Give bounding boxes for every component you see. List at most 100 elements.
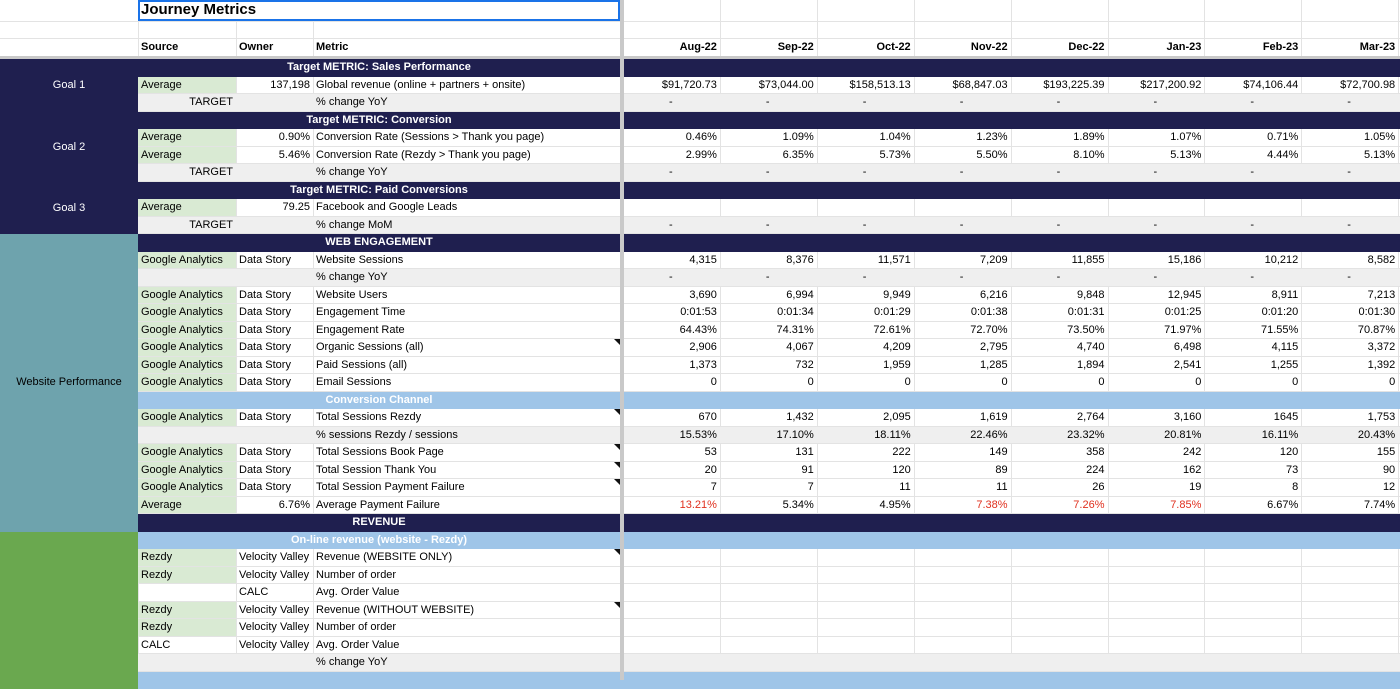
value-cell[interactable]: 7.74%	[1301, 497, 1398, 515]
value-cell[interactable]: 1645	[1204, 409, 1301, 427]
value-cell[interactable]	[623, 567, 720, 585]
source-cell[interactable]: Google Analytics	[138, 357, 236, 375]
value-cell[interactable]	[914, 567, 1011, 585]
value-cell[interactable]: 6.67%	[1204, 497, 1301, 515]
value-cell[interactable]: -	[1108, 94, 1205, 112]
value-cell[interactable]: 74.31%	[720, 322, 817, 340]
value-cell[interactable]: 53	[623, 444, 720, 462]
value-cell[interactable]	[720, 567, 817, 585]
value-cell[interactable]: -	[720, 94, 817, 112]
value-cell[interactable]: 22.46%	[914, 427, 1011, 445]
owner-cell[interactable]	[236, 427, 313, 445]
frozen-row-divider[interactable]	[0, 56, 1400, 59]
value-cell[interactable]: 0:01:31	[1011, 304, 1108, 322]
value-cell[interactable]: -	[817, 269, 914, 287]
source-cell[interactable]	[138, 269, 236, 287]
value-cell[interactable]: 1,392	[1301, 357, 1398, 375]
owner-cell[interactable]: Velocity Valley	[236, 549, 313, 567]
source-cell[interactable]: Google Analytics	[138, 339, 236, 357]
value-cell[interactable]	[817, 619, 914, 637]
value-cell[interactable]: 0	[817, 374, 914, 392]
value-cell[interactable]	[1301, 567, 1398, 585]
value-cell[interactable]: 0	[1204, 374, 1301, 392]
value-cell[interactable]	[817, 567, 914, 585]
source-cell[interactable]: Google Analytics	[138, 409, 236, 427]
value-cell[interactable]	[1204, 654, 1301, 672]
value-cell[interactable]: 224	[1011, 462, 1108, 480]
value-cell[interactable]: 242	[1108, 444, 1205, 462]
metric-cell[interactable]: Average Payment Failure	[313, 497, 620, 515]
source-cell[interactable]: Google Analytics	[138, 304, 236, 322]
value-cell[interactable]: 9,848	[1011, 287, 1108, 305]
value-cell[interactable]: 0	[1011, 374, 1108, 392]
source-cell[interactable]: Google Analytics	[138, 287, 236, 305]
value-cell[interactable]: 155	[1301, 444, 1398, 462]
value-cell[interactable]	[623, 584, 720, 602]
value-cell[interactable]: 1,619	[914, 409, 1011, 427]
metric-cell[interactable]: % change MoM	[313, 217, 620, 235]
metric-cell[interactable]: % sessions Rezdy / sessions	[313, 427, 620, 445]
value-cell[interactable]: 7.85%	[1108, 497, 1205, 515]
value-cell[interactable]: 7.26%	[1011, 497, 1108, 515]
source-cell[interactable]: Average	[138, 199, 236, 217]
value-cell[interactable]	[914, 637, 1011, 655]
value-cell[interactable]	[1204, 619, 1301, 637]
value-cell[interactable]: 0.46%	[623, 129, 720, 147]
value-cell[interactable]: -	[1301, 164, 1398, 182]
source-cell[interactable]	[138, 654, 236, 672]
value-cell[interactable]: 3,690	[623, 287, 720, 305]
value-cell[interactable]: -	[623, 269, 720, 287]
value-cell[interactable]: 17.10%	[720, 427, 817, 445]
owner-cell[interactable]: Data Story	[236, 479, 313, 497]
value-cell[interactable]	[1011, 567, 1108, 585]
value-cell[interactable]	[1301, 199, 1398, 217]
value-cell[interactable]: 1.07%	[1108, 129, 1205, 147]
owner-cell[interactable]: Velocity Valley	[236, 619, 313, 637]
value-cell[interactable]: 358	[1011, 444, 1108, 462]
value-cell[interactable]	[1301, 637, 1398, 655]
source-cell[interactable]	[138, 427, 236, 445]
value-cell[interactable]: 15.53%	[623, 427, 720, 445]
value-cell[interactable]	[1108, 602, 1205, 620]
value-cell[interactable]	[720, 584, 817, 602]
value-cell[interactable]	[1204, 199, 1301, 217]
value-cell[interactable]: 1.23%	[914, 129, 1011, 147]
value-cell[interactable]: 15,186	[1108, 252, 1205, 270]
value-cell[interactable]: 8,376	[720, 252, 817, 270]
owner-cell[interactable]: Data Story	[236, 322, 313, 340]
value-cell[interactable]: 7	[623, 479, 720, 497]
value-cell[interactable]: 1,894	[1011, 357, 1108, 375]
value-cell[interactable]: 0	[1108, 374, 1205, 392]
value-cell[interactable]: 16.11%	[1204, 427, 1301, 445]
value-cell[interactable]: 11,855	[1011, 252, 1108, 270]
value-cell[interactable]: 6.35%	[720, 147, 817, 165]
value-cell[interactable]: 10,212	[1204, 252, 1301, 270]
value-cell[interactable]: 670	[623, 409, 720, 427]
source-cell[interactable]	[138, 584, 236, 602]
value-cell[interactable]: 4,067	[720, 339, 817, 357]
value-cell[interactable]: 3,372	[1301, 339, 1398, 357]
metric-cell[interactable]: % change YoY	[313, 94, 620, 112]
metric-cell[interactable]: Total Session Payment Failure	[313, 479, 620, 497]
metric-cell[interactable]: Organic Sessions (all)	[313, 339, 620, 357]
value-cell[interactable]: 5.13%	[1108, 147, 1205, 165]
value-cell[interactable]	[1301, 602, 1398, 620]
owner-cell[interactable]	[236, 217, 313, 235]
value-cell[interactable]: 732	[720, 357, 817, 375]
value-cell[interactable]	[1011, 654, 1108, 672]
metric-cell[interactable]: % change YoY	[313, 654, 620, 672]
value-cell[interactable]: -	[817, 217, 914, 235]
value-cell[interactable]: 20.81%	[1108, 427, 1205, 445]
value-cell[interactable]	[1108, 584, 1205, 602]
value-cell[interactable]: -	[720, 217, 817, 235]
value-cell[interactable]: -	[914, 164, 1011, 182]
owner-cell[interactable]	[236, 654, 313, 672]
value-cell[interactable]: -	[1108, 217, 1205, 235]
value-cell[interactable]: -	[623, 164, 720, 182]
owner-cell[interactable]: Data Story	[236, 287, 313, 305]
value-cell[interactable]: 8	[1204, 479, 1301, 497]
metric-cell[interactable]: Total Session Thank You	[313, 462, 620, 480]
source-cell[interactable]: Rezdy	[138, 602, 236, 620]
metric-cell[interactable]: Website Users	[313, 287, 620, 305]
value-cell[interactable]	[1011, 619, 1108, 637]
